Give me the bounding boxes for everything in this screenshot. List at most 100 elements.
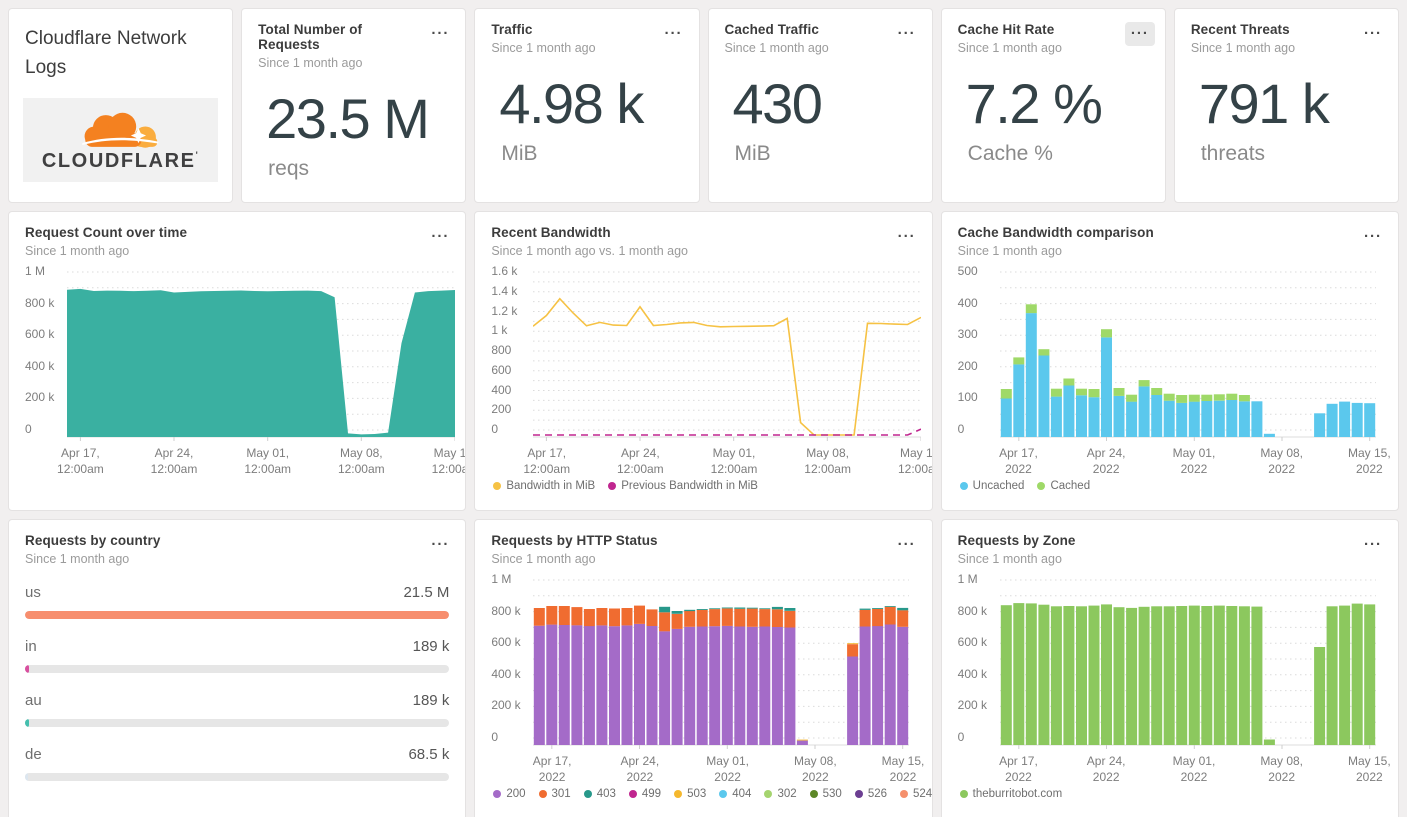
y-axis-tick-label: 0 xyxy=(25,422,32,436)
legend-item[interactable]: Cached xyxy=(1037,480,1090,492)
panel-subtitle: Since 1 month ago xyxy=(957,244,1062,258)
x-axis-tick-label: May 15, 2022 xyxy=(1348,754,1391,784)
legend-dot-icon xyxy=(959,482,968,490)
panel-menu-icon[interactable]: ··· xyxy=(897,25,916,42)
chart-legend: Bandwidth in MiB Previous Bandwidth in Mi… xyxy=(493,480,758,492)
legend-dot-icon xyxy=(674,790,683,798)
legend-item[interactable]: 503 xyxy=(674,788,706,800)
cache-bandwidth-chart: 500 400 300 200 100 0 Apr 17, 2022 Apr 24, 2022 Ma… xyxy=(957,264,1391,510)
panel-menu-icon[interactable]: ··· xyxy=(1124,22,1155,46)
panel-menu-icon[interactable]: ··· xyxy=(664,25,683,42)
y-axis-tick-label: 0 xyxy=(491,730,499,744)
panel-menu-icon[interactable]: ··· xyxy=(897,228,916,245)
legend-item[interactable]: Bandwidth in MiB xyxy=(493,480,595,492)
stat-unit: threats xyxy=(1200,142,1266,165)
legend-item[interactable]: 302 xyxy=(764,788,797,800)
panel-title: Request Count over time xyxy=(25,225,188,240)
y-axis-tick-label: 200 k xyxy=(957,698,988,713)
x-axis-tick-label: May 08, 2022 xyxy=(1260,446,1303,476)
country-bar-track xyxy=(25,773,450,781)
legend-item[interactable]: 404 xyxy=(719,788,751,800)
y-axis-tick-label: 1 M xyxy=(25,264,46,278)
chart-plot xyxy=(533,579,910,749)
charts-row-1: Request Count over time Since 1 month ag… xyxy=(8,211,1399,511)
panel-requests-by-zone: Requests by Zone Since 1 month ago ··· 1… xyxy=(940,519,1399,817)
legend-dot-icon xyxy=(764,790,773,798)
stat-unit: Cache % xyxy=(967,142,1053,165)
panel-menu-icon[interactable]: ··· xyxy=(1364,25,1382,42)
panel-menu-icon[interactable]: ··· xyxy=(431,536,450,553)
legend-item[interactable]: Previous Bandwidth in MiB xyxy=(608,480,758,492)
x-axis-tick-label: May 08, 12:00am xyxy=(337,446,385,476)
legend-item[interactable]: 200 xyxy=(493,788,526,800)
panel-menu-icon[interactable]: ··· xyxy=(1364,228,1382,245)
y-axis-tick-label: 400 xyxy=(957,295,978,310)
panel-title: Cached Traffic xyxy=(724,22,819,37)
legend-dot-icon xyxy=(538,790,547,798)
panel-menu-icon[interactable]: ··· xyxy=(1364,536,1382,553)
legend-dot-icon xyxy=(959,790,968,798)
chart-plot xyxy=(999,271,1376,441)
country-bar-track xyxy=(25,719,450,727)
requests-by-http-status-chart: 1 M 800 k 600 k 400 k 200 k 0 Apr 17, 2022 Apr 2… xyxy=(491,572,931,817)
stat-row: Cloudflare Network Logs CLOUDFLARE' xyxy=(8,8,1399,203)
legend-dot-icon xyxy=(900,790,909,798)
legend-dot-icon xyxy=(493,482,502,490)
country-value: 189 k xyxy=(412,638,450,655)
panel-dashboard-header: Cloudflare Network Logs CLOUDFLARE' xyxy=(8,8,234,203)
y-axis-tick-label: 0 xyxy=(957,730,965,744)
x-axis-tick-label: May 15, 2022 xyxy=(1348,446,1391,476)
country-bar-track xyxy=(25,611,450,619)
panel-title: Cache Hit Rate xyxy=(957,22,1055,37)
panel-title: Total Number of Requests xyxy=(258,22,363,52)
panel-subtitle: Since 1 month ago xyxy=(491,41,596,55)
y-axis-tick-label: 200 k xyxy=(25,390,55,405)
panel-title: Requests by Zone xyxy=(957,533,1076,548)
country-row: au 189 k xyxy=(25,692,450,727)
stat-unit: MiB xyxy=(501,142,538,165)
panel-title: Recent Threats xyxy=(1190,22,1290,37)
panel-title: Cache Bandwidth comparison xyxy=(957,225,1154,240)
chart-legend: theburritobot.com xyxy=(959,788,1062,800)
y-axis-tick-label: 1 k xyxy=(491,323,508,338)
country-row: us 21.5 M xyxy=(25,584,450,619)
y-axis-tick-label: 1 M xyxy=(957,572,978,586)
legend-dot-icon xyxy=(854,790,863,798)
x-axis-tick-label: Apr 24, 2022 xyxy=(1086,446,1126,476)
legend-item[interactable]: 530 xyxy=(809,788,842,800)
country-label: de xyxy=(25,746,42,763)
panel-request-count: Request Count over time Since 1 month ag… xyxy=(8,211,467,511)
country-row: in 189 k xyxy=(25,638,450,673)
legend-dot-icon xyxy=(583,790,592,798)
legend-item[interactable]: 301 xyxy=(538,788,571,800)
legend-item[interactable]: 403 xyxy=(583,788,616,800)
y-axis-tick-label: 1.6 k xyxy=(491,264,518,278)
legend-item[interactable]: 526 xyxy=(854,788,887,800)
x-axis-tick-label: May 15,12:00am xyxy=(897,446,933,476)
stat-unit: reqs xyxy=(268,157,310,180)
panel-title: Requests by HTTP Status xyxy=(491,533,658,548)
legend-item[interactable]: Uncached xyxy=(959,480,1024,492)
legend-dot-icon xyxy=(719,790,728,798)
x-axis-tick-label: Apr 24, 12:00am xyxy=(616,446,664,476)
panel-menu-icon[interactable]: ··· xyxy=(431,228,450,245)
legend-item[interactable]: 499 xyxy=(628,788,661,800)
panel-recent-bandwidth: Recent Bandwidth Since 1 month ago vs. 1… xyxy=(474,211,933,511)
country-label: us xyxy=(25,584,41,601)
legend-item[interactable]: theburritobot.com xyxy=(959,788,1062,800)
chart-plot xyxy=(67,271,455,441)
stat-value: 430 xyxy=(732,72,823,135)
panel-menu-icon[interactable]: ··· xyxy=(897,536,916,553)
chart-plot xyxy=(533,271,922,441)
y-axis-tick-label: 600 k xyxy=(957,635,988,650)
legend-dot-icon xyxy=(493,790,502,798)
y-axis-tick-label: 0 xyxy=(957,422,965,436)
panel-menu-icon[interactable]: ··· xyxy=(431,25,450,42)
country-label: in xyxy=(25,638,37,655)
y-axis-tick-label: 600 k xyxy=(25,327,55,342)
x-axis-tick-label: May 08, 12:00am xyxy=(804,446,851,476)
legend-item[interactable]: 524 xyxy=(900,788,932,800)
y-axis-tick-label: 100 xyxy=(957,390,978,405)
charts-row-2: Requests by country Since 1 month ago ··… xyxy=(8,519,1399,817)
